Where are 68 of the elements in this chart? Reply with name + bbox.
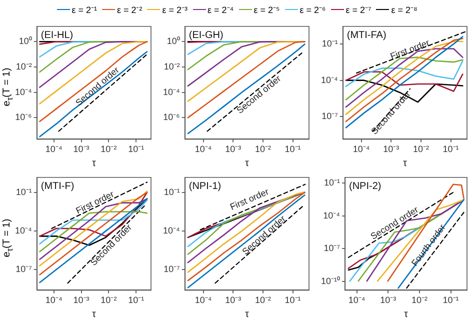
y-tick-label: 10⁻⁴ (14, 226, 32, 236)
y-tick-label: 10⁻¹ (164, 186, 180, 197)
chart-title: (EI-GH) (188, 30, 224, 42)
legend-label: ε = 2⁻⁶ (300, 4, 326, 16)
x-tick-label: 10⁻¹ (442, 295, 459, 306)
x-tick-label: 10⁻⁴ (348, 295, 366, 306)
y-tick-label: 10⁻⁶ (163, 112, 180, 122)
annotation: First order (228, 186, 270, 212)
x-tick-label: 10⁻¹ (128, 144, 144, 154)
x-axis-title: τ (402, 158, 407, 169)
chart-title: (MTI-FA) (346, 30, 386, 42)
x-tick-label: 10⁻³ (383, 144, 400, 154)
annotation: First order (74, 188, 116, 216)
x-tick-label: 10⁻¹ (284, 295, 301, 306)
x-tick-label: 10⁻³ (73, 295, 90, 306)
x-tick-label: 10⁻² (100, 295, 117, 306)
x-axis-title: τ (92, 158, 96, 169)
y-tick-label: 10⁻⁴ (14, 86, 32, 97)
x-tick-label: 10⁻² (254, 295, 271, 306)
y-tick-label: 10⁻⁴ (323, 210, 340, 220)
chart-title: (EI-HL) (40, 30, 74, 42)
y-tick-label: 10⁻² (16, 61, 32, 72)
x-tick-label: 10⁻² (254, 144, 271, 154)
legend-label: ε = 2⁻² (116, 4, 142, 16)
x-tick-label: 10⁻¹ (284, 144, 301, 154)
x-tick-label: 10⁻⁴ (45, 295, 62, 306)
x-tick-label: 10⁻² (412, 144, 429, 154)
chart-title: (NPI-2) (349, 181, 382, 192)
x-tick-label: 10⁻³ (73, 144, 90, 154)
legend-label: ε = 2⁻¹ (72, 4, 97, 16)
y-tick-label: 10⁻⁷ (324, 243, 340, 254)
x-tick-label: 10⁻⁴ (45, 144, 62, 154)
x-tick-label: 10⁻³ (225, 295, 242, 306)
x-tick-label: 10⁻⁴ (194, 144, 212, 154)
y-tick-label: 10⁻⁴ (162, 226, 180, 236)
annotation: First order (388, 38, 431, 62)
x-tick-label: 10⁻³ (225, 144, 242, 154)
chart-title: (NPI-1) (188, 181, 222, 192)
y-tick-label: 10⁻⁷ (322, 111, 338, 122)
legend-label: ε = 2⁻³ (162, 4, 188, 16)
x-axis-title: τ (244, 308, 249, 320)
x-tick-label: 10⁻² (411, 295, 428, 306)
legend-label: ε = 2⁻⁵ (254, 4, 280, 16)
y-tick-label: 10⁻⁷ (164, 264, 180, 274)
y-tick-label: 10⁻¹ (324, 177, 340, 188)
y-tick-label: 10⁰ (18, 36, 32, 46)
y-tick-label: 10⁻¹⁰ (320, 276, 340, 286)
legend-label: ε = 2⁻⁷ (346, 4, 372, 16)
y-tick-label: 10⁻⁴ (320, 74, 338, 85)
x-tick-label: 10⁻⁴ (352, 144, 370, 154)
x-axis-title: τ (404, 308, 408, 320)
y-tick-label: 10⁰ (166, 36, 180, 46)
legend-label: ε = 2⁻⁴ (208, 4, 234, 16)
x-tick-label: 10⁻¹ (128, 295, 144, 306)
y-tick-label: 10⁻¹ (16, 186, 32, 197)
y-tick-label: 10⁻² (164, 61, 180, 72)
x-tick-label: 10⁻² (100, 144, 117, 154)
legend-label: ε = 2⁻⁸ (391, 4, 418, 16)
y-tick-label: 10⁻⁴ (162, 86, 180, 97)
y-tick-label: 10⁻⁷ (16, 264, 32, 274)
chart-title: (MTI-F) (40, 181, 74, 192)
y-tick-label: 10⁻¹ (322, 38, 338, 48)
y-tick-label: 10⁻⁶ (15, 112, 32, 122)
x-axis-title: τ (244, 158, 249, 169)
x-axis-title: τ (92, 308, 96, 320)
x-tick-label: 10⁻⁴ (194, 295, 212, 306)
x-tick-label: 10⁻¹ (442, 144, 459, 154)
x-tick-label: 10⁻³ (380, 295, 396, 306)
